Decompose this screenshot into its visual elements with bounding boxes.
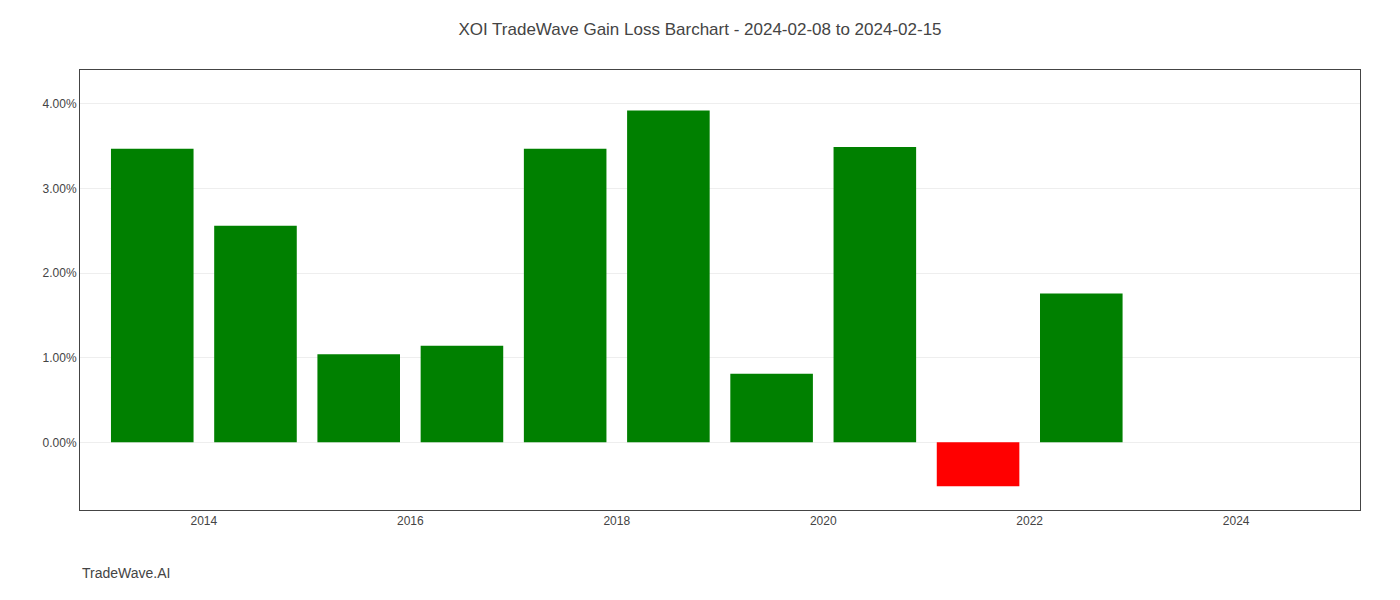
svg-text:2020: 2020 (810, 514, 837, 528)
svg-text:2014: 2014 (191, 514, 218, 528)
svg-text:3.00%: 3.00% (43, 182, 77, 196)
svg-text:2022: 2022 (1016, 514, 1043, 528)
svg-text:4.00%: 4.00% (43, 97, 77, 111)
svg-text:2.00%: 2.00% (43, 266, 77, 280)
svg-text:2024: 2024 (1223, 514, 1250, 528)
svg-text:TradeWave.AI: TradeWave.AI (82, 565, 170, 581)
svg-text:XOI TradeWave Gain Loss Barcha: XOI TradeWave Gain Loss Barchart - 2024-… (458, 20, 941, 39)
svg-text:2018: 2018 (603, 514, 630, 528)
svg-text:0.00%: 0.00% (43, 436, 77, 450)
svg-text:2016: 2016 (397, 514, 424, 528)
svg-text:1.00%: 1.00% (43, 351, 77, 365)
